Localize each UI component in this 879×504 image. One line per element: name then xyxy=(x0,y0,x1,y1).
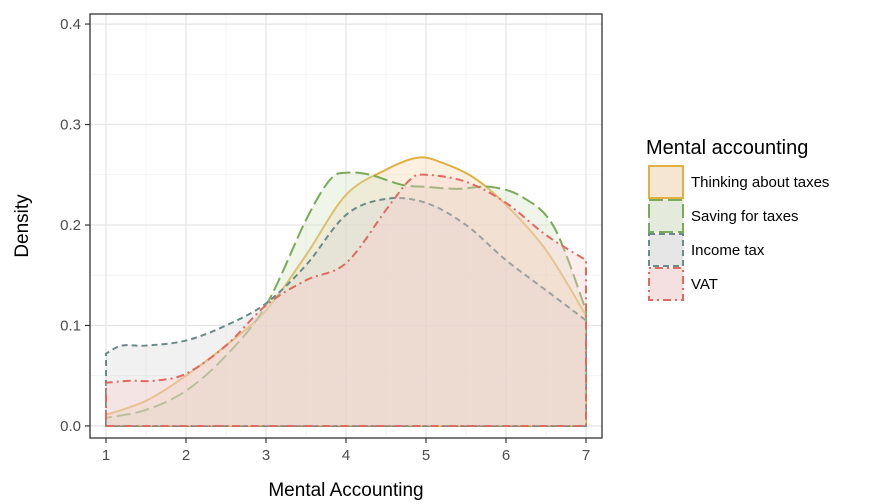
y-tick-label: 0.2 xyxy=(60,217,81,234)
x-tick-label: 5 xyxy=(422,447,430,464)
y-tick-label: 0.1 xyxy=(60,317,81,334)
legend-key-2 xyxy=(648,199,684,233)
legend-label-2: Saving for taxes xyxy=(691,208,799,225)
density-line-2 xyxy=(105,171,587,427)
plot-area xyxy=(90,14,602,438)
x-tick-label: 1 xyxy=(102,447,110,464)
axes: 1 2 3 4 5 6 7 0.0 0.1 0.2 0.3 0.4 xyxy=(60,13,603,464)
x-axis-title: Mental Accounting xyxy=(268,480,423,501)
legend-title: Mental accounting xyxy=(646,137,808,159)
x-tick-label: 7 xyxy=(582,447,590,464)
legend-key-background xyxy=(648,199,684,233)
legend: Mental accounting Thinking about taxes Sa… xyxy=(646,137,829,301)
legend-label-1: Thinking about taxes xyxy=(691,174,829,191)
y-tick-label: 0.3 xyxy=(60,117,81,134)
density-area-2 xyxy=(106,172,586,426)
density-area-4 xyxy=(106,174,586,426)
legend-key-3 xyxy=(648,233,684,267)
legend-label-3: Income tax xyxy=(691,242,765,259)
legend-key-background xyxy=(648,233,684,267)
density-line-4 xyxy=(105,173,587,427)
x-tick-label: 6 xyxy=(502,447,510,464)
x-tick-label: 3 xyxy=(262,447,270,464)
y-axis-title: Density xyxy=(12,194,33,258)
legend-key-background xyxy=(648,267,684,301)
y-tick-label: 0.0 xyxy=(60,418,81,435)
legend-key-1 xyxy=(648,165,684,199)
legend-key-background xyxy=(648,165,684,199)
density-area-3 xyxy=(106,198,586,426)
legend-key-4 xyxy=(648,267,684,301)
x-tick-label: 4 xyxy=(342,447,350,464)
density-line-1 xyxy=(105,156,587,427)
x-tick-label: 2 xyxy=(182,447,190,464)
density-line-3 xyxy=(105,197,587,427)
legend-label-4: VAT xyxy=(691,276,718,293)
y-tick-label: 0.4 xyxy=(60,16,81,33)
